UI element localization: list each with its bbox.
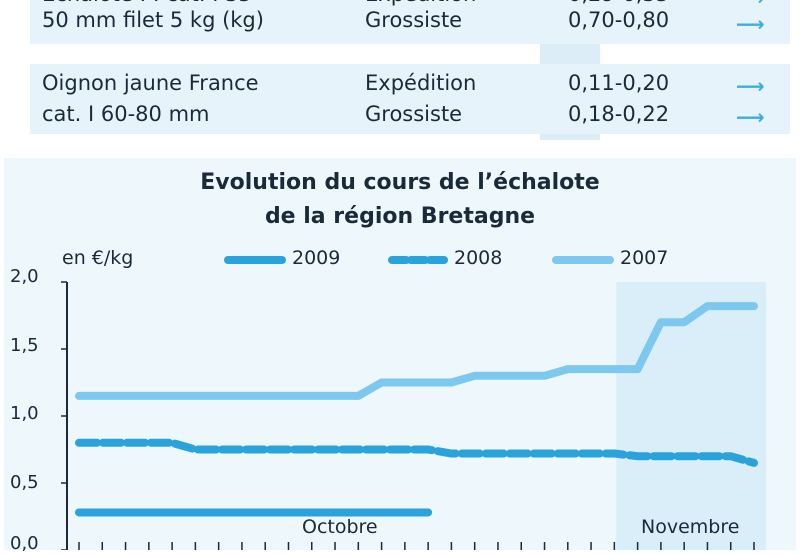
legend-label-2009: 2009 xyxy=(292,247,341,269)
right-arrow-icon: ⟶ xyxy=(736,105,765,129)
y-axis-unit-label: en €/kg xyxy=(62,247,134,269)
right-arrow-icon: ⟶ xyxy=(736,74,765,98)
right-arrow-icon: ⟶ xyxy=(736,0,765,10)
stage-label: Grossiste xyxy=(365,102,463,126)
product-name-line2: cat. I 60-80 mm xyxy=(42,102,210,126)
y-tick-label: 0,0 xyxy=(10,533,39,554)
month-label-novembre: Novembre xyxy=(641,516,740,538)
chart-title-line2: de la région Bretagne xyxy=(264,204,536,229)
product-name-line1: Échalote . . cat. I 35 xyxy=(42,0,252,8)
stage-label: Grossiste xyxy=(365,8,463,32)
y-tick-label: 1,0 xyxy=(10,403,39,424)
product-name-line2: 50 mm filet 5 kg (kg) xyxy=(42,8,264,32)
y-tick-label: 2,0 xyxy=(10,266,39,287)
stage-label: Expédition xyxy=(365,71,477,95)
legend-label-2008: 2008 xyxy=(454,247,503,269)
series-line-2007 xyxy=(75,302,758,400)
product-name-line1: Oignon jaune France xyxy=(42,71,259,95)
price-range: 0,18-0,22 xyxy=(568,102,670,126)
table-row-group-oignon: Oignon jaune France cat. I 60-80 mm Expé… xyxy=(30,64,790,134)
y-tick-label: 1,5 xyxy=(10,335,39,356)
month-label-octobre: Octobre xyxy=(302,516,378,538)
price-range: 0,70-0,80 xyxy=(568,8,670,32)
legend-label-2007: 2007 xyxy=(620,247,669,269)
right-arrow-icon: ⟶ xyxy=(736,12,765,36)
price-range: 0,29-0,35 xyxy=(568,0,669,8)
stage-label: Expédition xyxy=(365,0,476,8)
table-row-group-echalote: Échalote . . cat. I 35 50 mm filet 5 kg … xyxy=(30,0,790,44)
november-band xyxy=(616,282,766,550)
series-line-2008 xyxy=(75,438,758,467)
price-range: 0,11-0,20 xyxy=(568,71,670,95)
chart-title-line1: Evolution du cours de l’échalote xyxy=(200,170,600,195)
y-tick-label: 0,5 xyxy=(10,472,39,493)
